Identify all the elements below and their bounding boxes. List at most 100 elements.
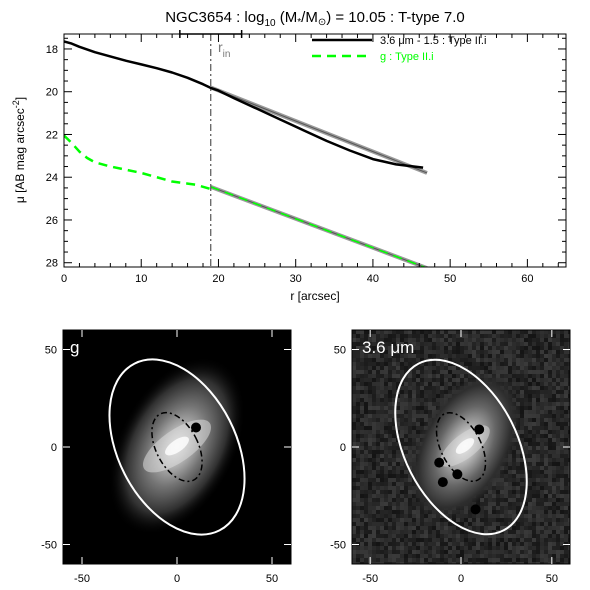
noise-pixel	[516, 462, 520, 466]
noise-pixel	[536, 542, 540, 546]
noise-pixel	[548, 546, 552, 550]
noise-pixel	[388, 338, 392, 342]
noise-pixel	[424, 378, 428, 382]
noise-pixel	[376, 558, 380, 562]
noise-pixel	[416, 358, 420, 362]
noise-pixel	[424, 546, 428, 550]
noise-pixel	[544, 502, 548, 506]
noise-pixel	[508, 462, 512, 466]
noise-pixel	[372, 530, 376, 534]
noise-pixel	[380, 558, 384, 562]
noise-pixel	[380, 418, 384, 422]
noise-pixel	[380, 370, 384, 374]
noise-pixel	[568, 462, 570, 466]
noise-pixel	[372, 378, 376, 382]
noise-pixel	[540, 462, 544, 466]
noise-pixel	[540, 330, 544, 334]
noise-pixel	[416, 522, 420, 526]
noise-pixel	[504, 550, 508, 554]
noise-pixel	[368, 382, 372, 386]
noise-pixel	[504, 498, 508, 502]
noise-pixel	[548, 518, 552, 522]
noise-pixel	[488, 518, 492, 522]
noise-pixel	[388, 514, 392, 518]
noise-pixel	[516, 390, 520, 394]
noise-pixel	[364, 358, 368, 362]
noise-pixel	[544, 514, 548, 518]
noise-pixel	[448, 526, 452, 530]
noise-pixel	[400, 502, 404, 506]
noise-pixel	[564, 474, 568, 478]
noise-pixel	[548, 474, 552, 478]
noise-pixel	[568, 338, 570, 342]
noise-pixel	[368, 486, 372, 490]
noise-pixel	[384, 550, 388, 554]
noise-pixel	[512, 554, 516, 558]
noise-pixel	[440, 378, 444, 382]
noise-pixel	[456, 378, 460, 382]
noise-pixel	[392, 430, 396, 434]
noise-pixel	[400, 558, 404, 562]
noise-pixel	[408, 354, 412, 358]
noise-pixel	[460, 358, 464, 362]
noise-pixel	[376, 470, 380, 474]
noise-pixel	[568, 418, 570, 422]
noise-pixel	[532, 530, 536, 534]
noise-pixel	[532, 478, 536, 482]
noise-pixel	[404, 414, 408, 418]
noise-pixel	[532, 454, 536, 458]
noise-pixel	[568, 358, 570, 362]
noise-pixel	[500, 486, 504, 490]
noise-pixel	[548, 538, 552, 542]
noise-pixel	[492, 558, 496, 562]
noise-pixel	[524, 450, 528, 454]
noise-pixel	[420, 546, 424, 550]
noise-pixel	[476, 542, 480, 546]
noise-pixel	[504, 518, 508, 522]
noise-pixel	[356, 494, 360, 498]
x-tick-label: 20	[212, 273, 224, 285]
noise-pixel	[544, 542, 548, 546]
noise-pixel	[356, 422, 360, 426]
noise-pixel	[532, 338, 536, 342]
noise-pixel	[524, 410, 528, 414]
noise-pixel	[552, 530, 556, 534]
noise-pixel	[500, 330, 504, 334]
noise-pixel	[428, 554, 432, 558]
noise-pixel	[492, 554, 496, 558]
noise-pixel	[512, 498, 516, 502]
noise-pixel	[516, 506, 520, 510]
noise-pixel	[516, 378, 520, 382]
noise-pixel	[432, 518, 436, 522]
noise-pixel	[392, 502, 396, 506]
noise-pixel	[472, 354, 476, 358]
noise-pixel	[388, 422, 392, 426]
noise-pixel	[400, 346, 404, 350]
noise-pixel	[356, 414, 360, 418]
noise-pixel	[416, 382, 420, 386]
noise-pixel	[356, 390, 360, 394]
noise-pixel	[392, 350, 396, 354]
noise-pixel	[368, 550, 372, 554]
noise-pixel	[532, 402, 536, 406]
noise-pixel	[388, 354, 392, 358]
noise-pixel	[512, 378, 516, 382]
noise-pixel	[356, 418, 360, 422]
noise-pixel	[396, 446, 400, 450]
noise-pixel	[408, 426, 412, 430]
noise-pixel	[356, 546, 360, 550]
noise-pixel	[548, 526, 552, 530]
noise-pixel	[376, 394, 380, 398]
noise-pixel	[552, 438, 556, 442]
noise-pixel	[528, 466, 532, 470]
noise-pixel	[424, 390, 428, 394]
noise-pixel	[520, 370, 524, 374]
noise-pixel	[532, 562, 536, 564]
noise-pixel	[436, 330, 440, 334]
noise-pixel	[564, 354, 568, 358]
noise-pixel	[500, 490, 504, 494]
noise-pixel	[424, 374, 428, 378]
noise-pixel	[548, 478, 552, 482]
